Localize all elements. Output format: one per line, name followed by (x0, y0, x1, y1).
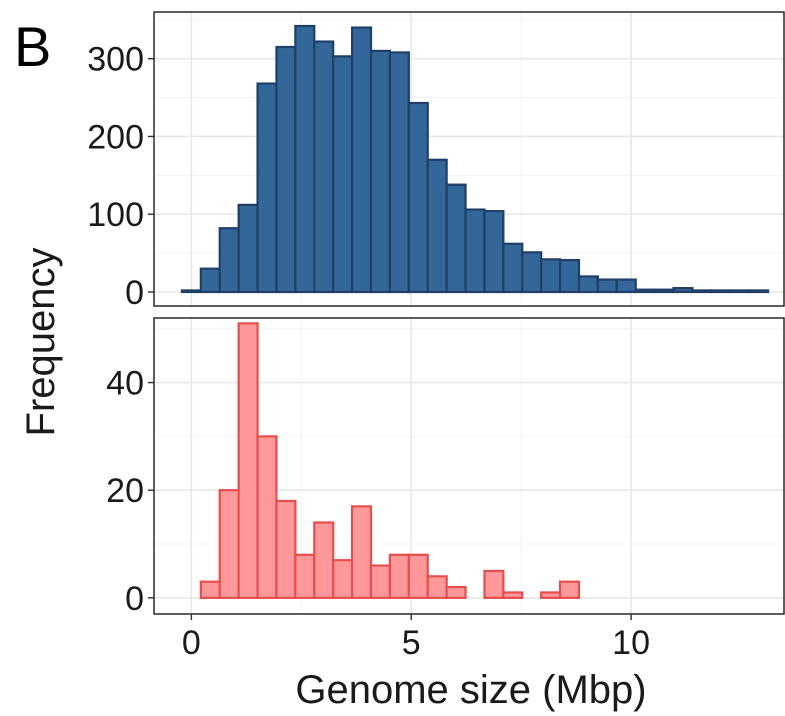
histogram-bar (710, 289, 732, 294)
histogram-bar (218, 227, 240, 294)
histogram-bar (634, 288, 656, 294)
histogram-bar (313, 40, 335, 294)
x-tick-labels: 0 5 10 (182, 614, 650, 662)
histogram-bar (275, 45, 297, 294)
y-tick-label: 0 (125, 580, 144, 618)
histogram-bar (180, 289, 202, 294)
histogram-bar (502, 242, 524, 294)
bottom-y-tick-labels: 0 20 40 (106, 365, 154, 618)
top-panel-frame (153, 11, 785, 307)
histogram-bar (313, 521, 335, 599)
top-y-tick-labels: 0 100 200 300 (87, 41, 154, 312)
histogram-bar (369, 49, 392, 294)
bottom-panel: 0 20 40 (106, 317, 785, 618)
histogram-bar (653, 288, 675, 294)
y-tick-label: 20 (106, 472, 144, 510)
histogram-bar (748, 289, 770, 294)
y-tick-label: 300 (87, 41, 144, 79)
x-tick-label: 0 (182, 624, 201, 662)
histogram-bar (483, 569, 505, 599)
histogram-bar (256, 82, 278, 294)
x-tick-label: 5 (402, 624, 421, 662)
histogram-bar (350, 505, 373, 599)
histogram-bar (350, 26, 373, 294)
histogram-bar (388, 553, 410, 599)
histogram-bar (691, 289, 713, 294)
y-tick-label: 40 (106, 365, 144, 403)
histogram-bar (540, 258, 562, 294)
histogram-bar (369, 564, 392, 599)
y-tick-label: 0 (125, 274, 144, 312)
panel-label: B (14, 15, 51, 78)
histogram-bar (445, 183, 467, 294)
histogram-bar (199, 580, 221, 599)
y-tick-label: 200 (87, 118, 144, 156)
histogram-bar (464, 208, 486, 294)
x-axis-title: Genome size (Mbp) (295, 668, 646, 712)
histogram-bar (672, 287, 694, 294)
histogram-bar (445, 585, 467, 599)
histogram-bar (426, 158, 448, 294)
histogram-bar (615, 278, 637, 294)
histogram-bar (294, 24, 316, 294)
histogram-bar (540, 591, 562, 599)
histogram-bar (275, 499, 297, 599)
histogram-bar (502, 591, 524, 599)
histogram-bar (388, 51, 410, 294)
histogram-bar (596, 278, 618, 294)
top-histogram-bars (180, 24, 770, 294)
top-panel: 0 100 200 300 (87, 11, 785, 312)
histogram-bar (407, 553, 429, 599)
histogram-bar (332, 55, 354, 294)
histogram-bar (729, 289, 751, 294)
bottom-histogram-bars (199, 322, 581, 599)
y-axis-title: Frequency (19, 248, 63, 437)
bottom-panel-frame (153, 317, 785, 615)
histogram-bar (483, 210, 505, 294)
histogram-bar (294, 553, 316, 599)
histogram-bar (521, 251, 543, 294)
histogram-bar (332, 559, 354, 599)
histogram-bar (237, 322, 259, 599)
histogram-bar (558, 580, 581, 599)
y-tick-label: 100 (87, 196, 144, 234)
histogram-bar (218, 489, 240, 599)
x-tick-label: 10 (612, 624, 650, 662)
histogram-bar (237, 203, 259, 294)
histogram-bar (558, 259, 581, 294)
histogram-bar (407, 101, 429, 294)
histogram-bar (199, 267, 221, 294)
histogram-bar (426, 575, 448, 599)
histogram-bar (256, 435, 278, 599)
histogram-bar (577, 275, 599, 294)
